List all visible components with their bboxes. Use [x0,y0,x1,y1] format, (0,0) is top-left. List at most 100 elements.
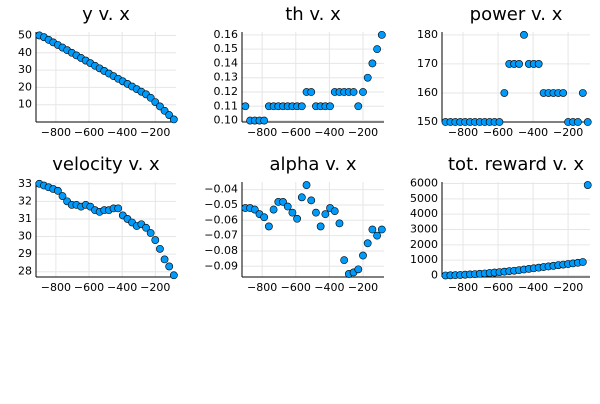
point [340,256,349,265]
y-tick-label: 31 [18,212,32,225]
point [559,89,568,97]
point [169,271,178,280]
chart-title: tot. reward v. x [448,154,584,175]
x-tick-label: −400 [518,126,548,139]
point [326,102,334,111]
x-tick-label: −400 [107,281,137,294]
x-tick-label: −800 [41,126,71,139]
y-tick-label: 0 [431,268,438,281]
point [53,186,62,195]
x-tick-label: −600 [483,126,513,139]
x-tick-label: −800 [247,126,277,139]
x-tick-label: −400 [107,126,137,139]
point [578,89,587,97]
y-tick-label: 0.10 [214,114,239,127]
point [574,118,582,126]
y-tick-label: 0.11 [214,99,239,112]
point [146,229,155,237]
y-tick-label: 150 [417,115,438,128]
y-tick-label: 2000 [410,238,438,251]
point [316,222,325,231]
y-tick-label: 4000 [410,207,438,220]
x-tick-label: −800 [247,281,277,294]
x-tick-label: −400 [314,126,344,139]
point [288,208,297,217]
y-tick-label: 30 [18,63,32,76]
chart-title: velocity v. x [52,154,160,175]
point [330,207,339,216]
y-tick-label: 30 [18,230,32,243]
point [293,214,302,223]
y-tick-label: 32 [18,194,32,207]
x-tick-label: −600 [281,281,311,294]
point [377,225,386,234]
chart-title: power v. x [470,4,563,25]
point [583,181,592,189]
point [359,88,367,96]
point [354,102,363,111]
y-tick-label: 0.15 [214,42,239,55]
x-tick-label: −800 [41,281,71,294]
x-tick-label: −400 [518,281,548,294]
y-tick-label: 10 [18,98,32,111]
point [169,115,178,124]
point [578,258,587,266]
y-tick-label: 160 [417,86,438,99]
point [283,202,292,211]
point [142,223,150,232]
x-tick-label: −200 [348,281,378,294]
point [377,30,386,39]
y-tick-label: −0.07 [204,229,238,242]
y-tick-label: 40 [18,46,32,59]
point [312,208,320,217]
point [515,60,523,68]
point [373,231,382,240]
y-tick-label: 180 [417,28,438,41]
y-tick-label: −0.05 [204,198,238,211]
point [160,255,169,264]
y-tick-label: −0.08 [204,244,238,257]
x-tick-label: −200 [553,126,583,139]
point [156,244,164,253]
x-tick-label: −200 [140,281,170,294]
chart-title: th v. x [285,4,341,25]
y-tick-label: 20 [18,80,32,93]
y-tick-label: 3000 [410,223,438,236]
point [264,222,273,231]
point [354,265,363,274]
y-tick-label: −0.09 [204,259,238,272]
x-tick-label: −800 [448,126,478,139]
chart-title: alpha v. x [270,154,357,175]
y-tick-label: 0.13 [214,71,239,84]
point [260,213,269,222]
y-tick-label: 50 [18,28,32,41]
point [363,239,372,248]
point [520,31,528,39]
y-tick-label: 29 [18,247,32,260]
y-tick-label: 0.16 [214,28,239,41]
y-tick-label: −0.04 [204,183,238,196]
point [58,192,67,200]
y-tick-label: 0.14 [214,56,239,69]
y-tick-label: 170 [417,57,438,70]
point [302,181,311,189]
point [250,205,259,214]
point [335,219,344,228]
point [241,102,250,111]
point [363,73,372,82]
y-tick-label: 1000 [410,253,438,266]
point [534,60,543,68]
y-tick-label: 0.12 [214,85,239,98]
x-tick-label: −200 [140,126,170,139]
point [269,205,278,214]
chart-title: y v. x [82,4,130,25]
point [583,118,592,126]
x-tick-label: −200 [348,126,378,139]
point [500,89,509,97]
point [297,102,306,111]
y-tick-label: −0.06 [204,213,238,226]
point [279,198,287,206]
point [373,45,382,54]
point [307,196,316,205]
